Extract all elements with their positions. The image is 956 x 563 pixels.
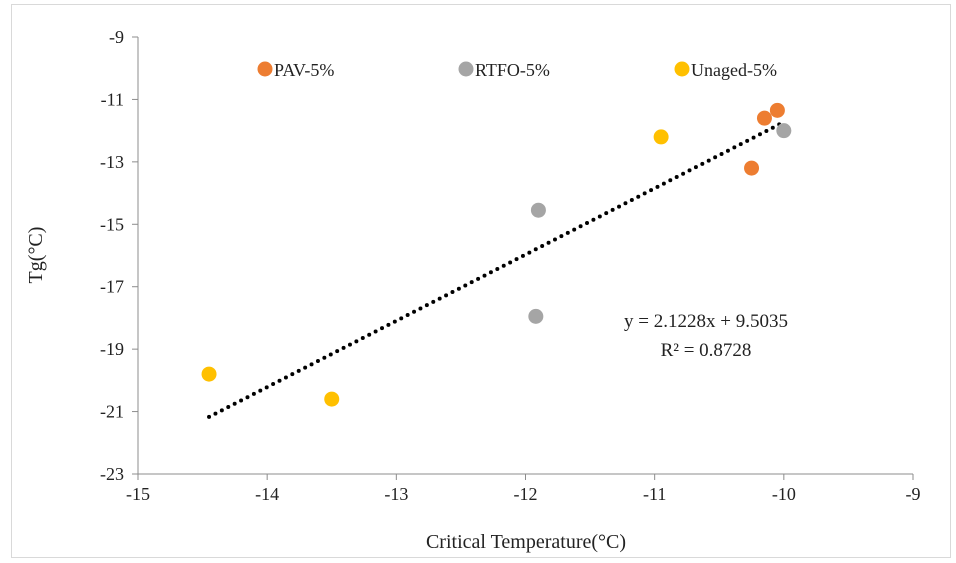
x-tick-label: -9 (906, 484, 921, 504)
x-tick-label: -14 (255, 484, 279, 504)
data-point-series-2 (654, 129, 669, 144)
legend-label: Unaged-5% (691, 60, 777, 80)
x-axis-title: Critical Temperature(°C) (426, 531, 626, 553)
x-tick-label: -10 (772, 484, 796, 504)
data-point-series-1 (531, 203, 546, 218)
y-tick-label: -21 (100, 402, 124, 422)
data-point-series-2 (324, 392, 339, 407)
legend-marker (258, 62, 273, 77)
trendline-r-squared: R² = 0.8728 (661, 340, 752, 361)
y-tick-label: -13 (100, 152, 124, 172)
y-tick-label: -17 (100, 277, 124, 297)
legend: PAV-5% RTFO-5% Unaged-5% (258, 60, 777, 80)
x-tick-label: -12 (514, 484, 538, 504)
data-points (202, 103, 792, 407)
data-point-series-2 (202, 367, 217, 382)
x-tick-label: -13 (384, 484, 408, 504)
y-axis-title: Tg(°C) (25, 227, 47, 284)
y-tick-label: -9 (109, 27, 124, 47)
data-point-series-1 (528, 309, 543, 324)
trendline-equation: y = 2.1228x + 9.5035 (624, 311, 788, 332)
trendline (209, 122, 784, 417)
y-ticks: -9 -11 -13 -15 -17 -19 -21 -23 (100, 27, 138, 484)
legend-marker (675, 62, 690, 77)
x-ticks: -15 -14 -13 -12 -11 -10 -9 (126, 474, 921, 504)
x-tick-label: -11 (643, 484, 666, 504)
data-point-series-0 (757, 111, 772, 126)
y-tick-label: -19 (100, 339, 124, 359)
data-point-series-1 (776, 123, 791, 138)
legend-label: RTFO-5% (475, 60, 550, 80)
y-tick-label: -15 (100, 214, 124, 234)
data-point-series-0 (744, 161, 759, 176)
legend-marker (459, 62, 474, 77)
y-tick-label: -23 (100, 464, 124, 484)
x-tick-label: -15 (126, 484, 150, 504)
legend-label: PAV-5% (274, 60, 334, 80)
axes (138, 37, 913, 474)
y-tick-label: -11 (101, 89, 124, 109)
data-point-series-0 (770, 103, 785, 118)
